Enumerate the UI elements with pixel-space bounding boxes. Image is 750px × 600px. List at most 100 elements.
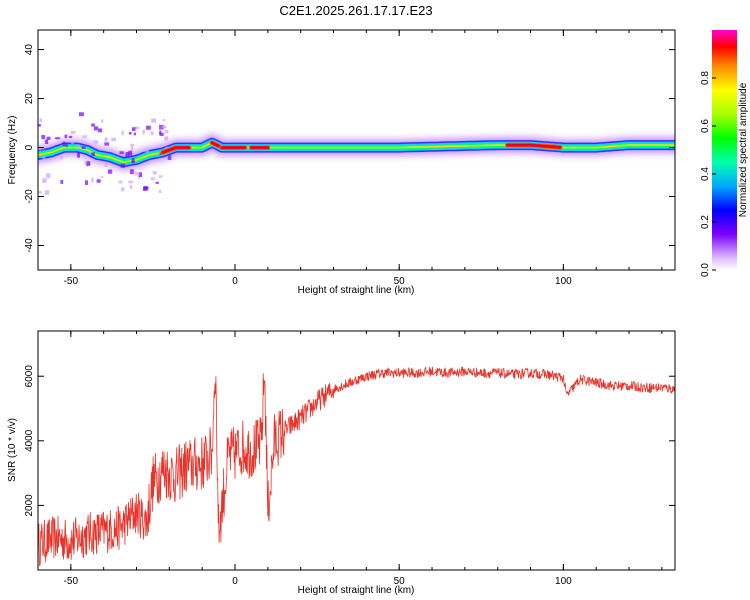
colorbar-gradient bbox=[712, 30, 737, 270]
spectrogram-speckle bbox=[119, 151, 124, 154]
spectrogram-speckle bbox=[134, 126, 140, 130]
spectrogram-speckle bbox=[101, 119, 104, 123]
spectrogram-speckle bbox=[146, 125, 151, 130]
snr-series-line bbox=[38, 366, 675, 567]
spectrogram-speckle bbox=[158, 189, 162, 193]
colorbar-tick-label: 0.8 bbox=[700, 71, 711, 85]
colorbar: 0.0 0.2 0.4 0.6 0.8 Normalized spectral ampl… bbox=[700, 30, 749, 277]
snr-x-tick-label: 100 bbox=[555, 576, 572, 587]
spectrogram-speckle bbox=[46, 173, 51, 179]
spectrogram-speckle bbox=[129, 184, 133, 189]
spectrogram-speckle bbox=[128, 150, 133, 156]
spectrogram-speckle bbox=[130, 143, 135, 147]
spectrogram-peak bbox=[210, 141, 221, 148]
spectrogram-speckle bbox=[155, 181, 159, 184]
spectrogram-speckle bbox=[41, 135, 46, 140]
spectrogram-x-label: Height of straight line (km) bbox=[298, 285, 415, 296]
spectrogram-y-label: Frequency (Hz) bbox=[7, 116, 18, 185]
spectrogram-speckle bbox=[82, 135, 88, 138]
spectrogram-speckle bbox=[107, 169, 113, 174]
spectrogram-speckle bbox=[121, 130, 124, 136]
spectrogram-speckle bbox=[64, 134, 68, 139]
spectrogram-speckle bbox=[44, 190, 50, 195]
spectrogram-y-tick-label: -40 bbox=[24, 238, 35, 253]
spectrogram-speckle bbox=[96, 179, 101, 183]
spectrogram-speckle bbox=[164, 136, 169, 141]
snr-y-tick-label: 6000 bbox=[24, 365, 35, 388]
snr-x-tick-label: 0 bbox=[232, 576, 238, 587]
spectrogram-speckle bbox=[104, 162, 108, 167]
spectrogram-speckle bbox=[158, 175, 163, 178]
spectrogram-speckle bbox=[101, 175, 104, 178]
snr-x-tick-label: 50 bbox=[394, 576, 406, 587]
spectrogram-speckle bbox=[162, 119, 165, 122]
colorbar-tick-label: 0.6 bbox=[700, 119, 711, 133]
spectrogram-speckle bbox=[81, 146, 86, 149]
spectrogram-speckle bbox=[68, 135, 73, 139]
snr-y-tick-label: 2000 bbox=[24, 494, 35, 517]
spectrogram-speckle bbox=[86, 161, 90, 166]
spectrogram-speckle bbox=[104, 142, 110, 146]
spectrogram-speckle bbox=[131, 158, 135, 163]
spectrogram-speckle bbox=[137, 175, 140, 179]
spectrogram-speckle bbox=[41, 156, 46, 159]
colorbar-tick-label: 0.4 bbox=[700, 167, 711, 181]
snr-y-label: SNR (10 * v/v) bbox=[7, 418, 18, 482]
spectrogram-band-5 bbox=[38, 141, 675, 163]
spectrogram-speckle bbox=[152, 171, 157, 175]
spectrogram-speckle bbox=[164, 129, 169, 134]
spectrogram-speckle bbox=[77, 144, 80, 149]
spectrogram-speckle bbox=[60, 179, 64, 184]
spectrogram-speckle bbox=[70, 130, 76, 135]
spectrogram-y-tick-label: -20 bbox=[24, 189, 35, 204]
figure-title: C2E1.2025.261.17.17.E23 bbox=[279, 3, 432, 18]
spectrogram-speckle bbox=[120, 163, 126, 168]
spectrogram-panel: -50 0 50 100 -40 -20 0 20 40 Height of straight … bbox=[7, 29, 676, 296]
spectrogram-speckle bbox=[159, 130, 162, 135]
spectrogram-speckle bbox=[125, 152, 130, 157]
spectrogram-speckle bbox=[77, 152, 80, 158]
spectrogram-speckle bbox=[91, 123, 95, 127]
spectrogram-speckle bbox=[62, 141, 66, 147]
spectrogram-speckle bbox=[59, 156, 63, 160]
colorbar-tick-label: 0.2 bbox=[700, 215, 711, 229]
spectrogram-speckle bbox=[142, 129, 145, 135]
spectrogram-heatmap bbox=[38, 112, 675, 195]
spectrogram-speckle bbox=[159, 132, 164, 137]
spectrogram-axes: -50 0 50 100 -40 -20 0 20 40 bbox=[24, 30, 675, 287]
spectrogram-speckle bbox=[167, 155, 172, 160]
spectrogram-speckle bbox=[104, 137, 108, 142]
spectrogram-speckle bbox=[138, 172, 143, 177]
spectrogram-speckle bbox=[143, 186, 149, 190]
spectrogram-x-tick-label: 50 bbox=[394, 276, 406, 287]
spectrogram-speckle bbox=[70, 141, 75, 145]
spectrogram-speckle bbox=[65, 142, 68, 148]
spectrogram-speckle bbox=[39, 146, 45, 150]
snr-y-tick-label: 4000 bbox=[24, 429, 35, 452]
spectrogram-speckle bbox=[151, 118, 156, 123]
spectrogram-speckle bbox=[93, 126, 99, 131]
spectrogram-speckle bbox=[159, 124, 164, 130]
spectrogram-y-tick-label: 20 bbox=[24, 93, 35, 105]
spectrogram-speckle bbox=[134, 172, 139, 176]
spectrogram-speckle bbox=[131, 127, 136, 131]
spectrogram-speckle bbox=[93, 140, 98, 144]
spectrogram-speckle bbox=[38, 191, 42, 194]
spectrogram-speckle bbox=[91, 152, 95, 157]
spectrogram-speckle bbox=[44, 139, 49, 144]
spectrogram-speckle bbox=[46, 136, 51, 140]
spectrogram-speckle bbox=[161, 125, 167, 129]
snr-frame bbox=[37, 330, 676, 571]
spectrogram-speckle bbox=[121, 187, 125, 192]
spectrogram-speckle bbox=[150, 177, 155, 180]
spectrogram-x-tick-label: -50 bbox=[64, 276, 79, 287]
spectrogram-speckle bbox=[98, 128, 103, 133]
spectrogram-x-tick-label: 100 bbox=[555, 276, 572, 287]
spectrogram-y-tick-label: 40 bbox=[24, 44, 35, 56]
spectrogram-speckle bbox=[118, 180, 123, 184]
spectrogram-speckle bbox=[39, 118, 43, 123]
spectrogram-speckle bbox=[55, 137, 60, 140]
spectrogram-speckle bbox=[133, 132, 136, 136]
spectrogram-speckle bbox=[129, 131, 132, 135]
